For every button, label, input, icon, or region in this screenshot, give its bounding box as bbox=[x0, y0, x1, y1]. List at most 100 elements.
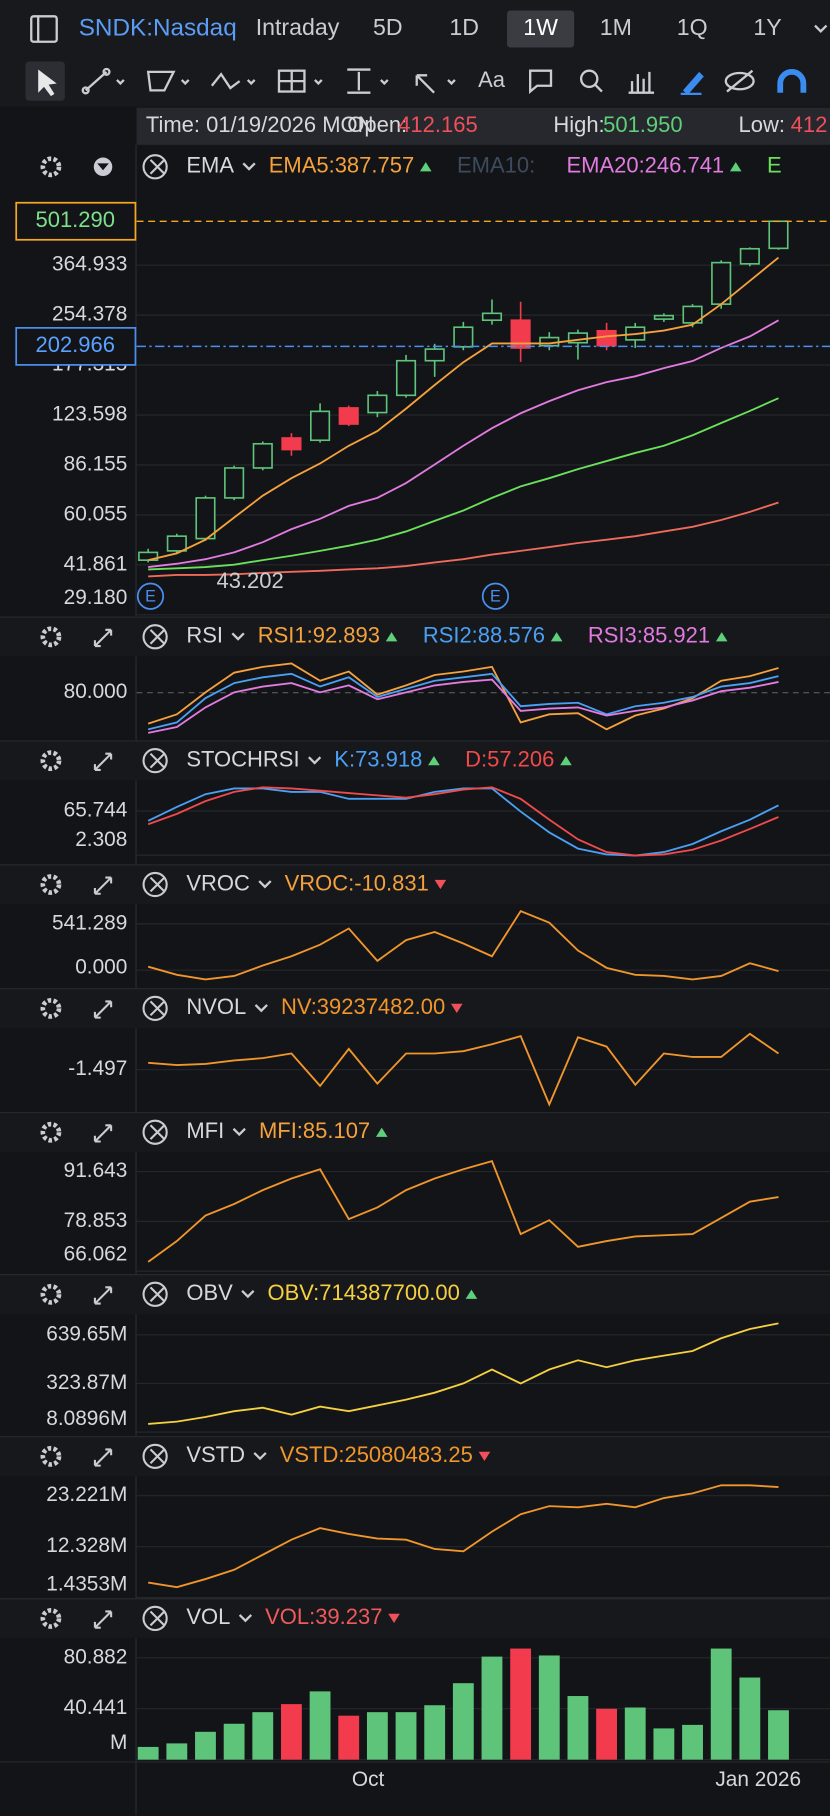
candle-body bbox=[138, 551, 159, 561]
layout-icon[interactable] bbox=[30, 15, 58, 43]
volume-bar bbox=[452, 1683, 474, 1760]
fib-tool[interactable] bbox=[277, 69, 323, 93]
price-marker-box bbox=[15, 201, 137, 241]
hide-tool[interactable] bbox=[724, 69, 755, 93]
indicator-caret[interactable] bbox=[238, 1614, 253, 1623]
settings-icon[interactable] bbox=[40, 750, 62, 772]
indicator-caret[interactable] bbox=[242, 162, 256, 171]
pen-tool[interactable] bbox=[680, 71, 704, 96]
collapse-icon[interactable] bbox=[93, 157, 113, 177]
settings-icon[interactable] bbox=[40, 1608, 62, 1629]
indicator-caret[interactable] bbox=[258, 880, 272, 889]
indicator-name[interactable]: VROC bbox=[186, 870, 250, 895]
more-caret[interactable] bbox=[814, 24, 828, 33]
expand-icon[interactable] bbox=[93, 1286, 113, 1305]
expand-icon[interactable] bbox=[93, 1000, 113, 1019]
volume-bar bbox=[195, 1731, 216, 1760]
settings-icon[interactable] bbox=[40, 626, 62, 648]
close-icon[interactable] bbox=[142, 871, 168, 898]
period[interactable]: 1Q bbox=[677, 14, 708, 40]
magnet-pattern-tool[interactable] bbox=[628, 71, 655, 94]
lock-tool[interactable] bbox=[777, 69, 807, 93]
volume-bar bbox=[137, 1746, 159, 1760]
expand-icon[interactable] bbox=[93, 1448, 113, 1467]
indicator-caret[interactable] bbox=[308, 756, 322, 765]
expand-icon[interactable] bbox=[93, 1610, 113, 1629]
search-tool[interactable] bbox=[579, 69, 603, 93]
volume-bar bbox=[596, 1708, 618, 1760]
expand-icon[interactable] bbox=[93, 1124, 113, 1143]
indicator-caret[interactable] bbox=[241, 1290, 255, 1299]
y-tick-label: -1.497 bbox=[68, 1057, 127, 1080]
legend-item: VOL:39.237 bbox=[265, 1604, 382, 1629]
channel-tool[interactable] bbox=[146, 70, 190, 92]
measure-tool[interactable] bbox=[347, 68, 389, 94]
indicator-line bbox=[148, 397, 779, 571]
candle-body bbox=[395, 359, 417, 397]
close-icon[interactable] bbox=[142, 995, 168, 1021]
close-icon[interactable] bbox=[142, 1119, 168, 1145]
settings-icon[interactable] bbox=[40, 874, 62, 895]
period[interactable]: 1M bbox=[600, 14, 632, 40]
close-icon[interactable] bbox=[142, 748, 168, 774]
legend-item: NV:39237482.00 bbox=[281, 994, 445, 1019]
close-icon[interactable] bbox=[142, 1443, 168, 1469]
indicator-caret[interactable] bbox=[231, 632, 245, 641]
close-icon[interactable] bbox=[142, 624, 168, 650]
volume-bar bbox=[768, 1710, 789, 1760]
expand-icon[interactable] bbox=[93, 752, 113, 771]
indicator-name[interactable]: NVOL bbox=[186, 994, 246, 1019]
candle-body bbox=[424, 348, 445, 362]
indicator-caret[interactable] bbox=[253, 1452, 267, 1461]
settings-icon[interactable] bbox=[40, 1445, 62, 1467]
legend-item: K:73.918 bbox=[334, 746, 422, 771]
info-high-label: High: bbox=[553, 112, 604, 137]
indicator-caret[interactable] bbox=[232, 1127, 246, 1137]
indicator-name[interactable]: OBV bbox=[186, 1280, 233, 1305]
period[interactable]: 5D bbox=[373, 14, 403, 40]
volume-bar bbox=[223, 1723, 245, 1760]
y-tick-label: 123.598 bbox=[52, 403, 127, 426]
settings-icon[interactable] bbox=[40, 997, 62, 1019]
wave-tool[interactable] bbox=[210, 72, 256, 90]
symbol[interactable]: SNDK:Nasdaq bbox=[79, 14, 237, 41]
trend-arrow bbox=[729, 162, 742, 172]
period[interactable]: Intraday bbox=[256, 14, 340, 40]
close-icon[interactable] bbox=[142, 1281, 168, 1307]
volume-bar bbox=[653, 1728, 675, 1760]
arrow-tool[interactable] bbox=[415, 74, 456, 94]
cursor-tool[interactable] bbox=[25, 61, 65, 101]
period[interactable]: 1D bbox=[449, 14, 479, 40]
legend-item: VSTD:25080483.25 bbox=[280, 1442, 473, 1467]
indicator-name[interactable]: RSI bbox=[186, 623, 223, 648]
indicator-name[interactable]: EMA bbox=[186, 153, 234, 178]
settings-icon[interactable] bbox=[40, 1283, 62, 1305]
info-bar bbox=[136, 107, 830, 145]
period[interactable]: 1Y bbox=[753, 14, 781, 40]
legend-item: RSI1:92.893 bbox=[258, 623, 380, 648]
active-period-bg bbox=[507, 10, 575, 48]
text-tool[interactable]: Aa bbox=[478, 67, 506, 92]
indicator-name[interactable]: STOCHRSI bbox=[186, 746, 299, 771]
trend-arrow bbox=[450, 1003, 463, 1013]
info: Time: 01/19/2026 MON Open: 412.165 High:… bbox=[146, 112, 827, 137]
expand-icon[interactable] bbox=[93, 876, 113, 895]
volume-bar bbox=[624, 1707, 646, 1760]
comment-tool[interactable] bbox=[529, 69, 553, 95]
indicator-name[interactable]: VSTD bbox=[186, 1442, 245, 1467]
x-tick-label: Oct bbox=[352, 1768, 385, 1791]
event-marker[interactable] bbox=[481, 582, 510, 610]
close-icon[interactable] bbox=[142, 1605, 168, 1631]
close-icon[interactable] bbox=[142, 154, 168, 180]
indicator-caret[interactable] bbox=[254, 1004, 268, 1013]
event-marker[interactable] bbox=[136, 582, 165, 610]
line-tool[interactable] bbox=[81, 67, 125, 95]
period[interactable]: 1W bbox=[523, 14, 558, 40]
legend-item: VROC:-10.831 bbox=[285, 870, 429, 895]
expand-icon[interactable] bbox=[93, 628, 113, 648]
candle-body bbox=[510, 319, 531, 349]
settings-icon[interactable] bbox=[40, 156, 62, 178]
indicator-name[interactable]: MFI bbox=[186, 1118, 224, 1143]
indicator-name[interactable]: VOL bbox=[186, 1604, 230, 1629]
indicator-line bbox=[148, 319, 779, 569]
